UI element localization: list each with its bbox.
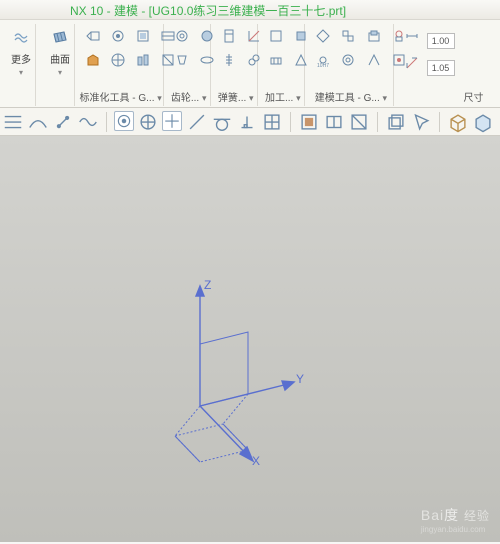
tb2-point-icon[interactable]	[52, 111, 74, 133]
model-tools-label: 建模工具 - G... ▾	[308, 89, 393, 104]
selection-toolbar	[0, 108, 500, 136]
gear-icon-1[interactable]	[172, 26, 192, 46]
mt-icon-5[interactable]: 10H7	[313, 50, 333, 70]
tb2-view-c-icon[interactable]	[348, 111, 370, 133]
std-icon-3[interactable]	[133, 26, 153, 46]
more-button[interactable]: 更多 ▾	[4, 26, 38, 77]
svg-text:10H7: 10H7	[317, 63, 329, 68]
tb2-spline-icon[interactable]	[77, 111, 99, 133]
tb2-view-a-icon[interactable]	[298, 111, 320, 133]
window-title: NX 10 - 建模 - [UG10.0练习三维建模一百三十七.prt]	[70, 4, 346, 18]
watermark: Bai度 经验 jingyan.baidu.com	[421, 505, 490, 534]
tb2-snap-cross-icon[interactable]	[162, 111, 182, 131]
mt-icon-1[interactable]	[313, 26, 333, 46]
mt-icon-2[interactable]	[338, 26, 358, 46]
num-icon-1[interactable]	[402, 26, 422, 46]
num-box-2[interactable]: 1.05	[427, 60, 455, 76]
tb2-menu-icon[interactable]	[2, 111, 24, 133]
gear-label: 齿轮... ▾	[167, 89, 210, 104]
mt-icon-6[interactable]	[338, 50, 358, 70]
ribbon-group-machining: 加工... ▾	[261, 24, 305, 106]
num-box-1[interactable]: 1.00	[427, 33, 455, 49]
axis-y-label: Y	[296, 372, 304, 386]
tb2-snap-center-icon[interactable]	[137, 111, 159, 133]
tb2-layer-icon[interactable]	[385, 111, 407, 133]
ribbon-group-dim: 尺寸	[461, 24, 487, 106]
mach-icon-3[interactable]	[266, 50, 286, 70]
mt-icon-3[interactable]	[364, 26, 384, 46]
mach-icon-1[interactable]	[266, 26, 286, 46]
tb2-snap-grid-icon[interactable]	[261, 111, 283, 133]
mt-icon-7[interactable]	[364, 50, 384, 70]
std-icon-6[interactable]	[108, 50, 128, 70]
ribbon-group-model-tools: 10H7 建模工具 - G... ▾	[308, 24, 394, 106]
num-icon-2[interactable]	[402, 53, 422, 73]
tb2-snap-line-icon[interactable]	[186, 111, 208, 133]
title-bar: NX 10 - 建模 - [UG10.0练习三维建模一百三十七.prt]	[0, 0, 500, 20]
tb2-snap-circle-icon[interactable]	[114, 111, 134, 131]
surface-icon	[50, 28, 70, 48]
spring-icon-1[interactable]	[219, 26, 239, 46]
spring-icon-3[interactable]	[219, 50, 239, 70]
spring-label: 弹簧... ▾	[214, 89, 257, 104]
ribbon-group-numeric: 1.00 1.05	[397, 24, 457, 106]
std-icon-7[interactable]	[133, 50, 153, 70]
tb2-cursor-icon[interactable]	[410, 111, 432, 133]
surface-button[interactable]: 曲面 ▾	[43, 26, 77, 77]
ribbon-group-more: 更多 ▾	[0, 24, 36, 106]
surface-label: 曲面	[43, 51, 77, 66]
viewport-3d[interactable]: Z Y X Bai度 经验 jingyan.baidu.com	[0, 136, 500, 542]
gear-icon-3[interactable]	[172, 50, 192, 70]
ribbon-group-std-tools: 标准化工具 - G... ▾	[78, 24, 164, 106]
ribbon-toolbar: 更多 ▾ 曲面 ▾ 标准化工具 - G... ▾	[0, 20, 500, 108]
machining-label: 加工... ▾	[261, 89, 304, 104]
tb2-curve-icon[interactable]	[27, 111, 49, 133]
tb2-view-b-icon[interactable]	[323, 111, 345, 133]
more-label: 更多	[4, 51, 38, 66]
tb2-cube-a-icon[interactable]	[447, 111, 469, 133]
axis-z-label: Z	[204, 278, 211, 292]
axis-x-label: X	[252, 454, 260, 468]
tb2-snap-perp-icon[interactable]	[236, 111, 258, 133]
std-icon-5[interactable]	[83, 50, 103, 70]
tb2-cube-b-icon[interactable]	[472, 111, 494, 133]
ribbon-group-spring: 弹簧... ▾	[214, 24, 258, 106]
tb2-snap-tangent-icon[interactable]	[211, 111, 233, 133]
std-icon-1[interactable]	[83, 26, 103, 46]
std-icon-2[interactable]	[108, 26, 128, 46]
std-tools-label: 标准化工具 - G... ▾	[78, 89, 163, 104]
more-icon	[11, 28, 31, 48]
ribbon-group-surface: 曲面 ▾	[39, 24, 75, 106]
dim-label: 尺寸	[461, 89, 487, 104]
ribbon-group-gear: 齿轮... ▾	[167, 24, 211, 106]
